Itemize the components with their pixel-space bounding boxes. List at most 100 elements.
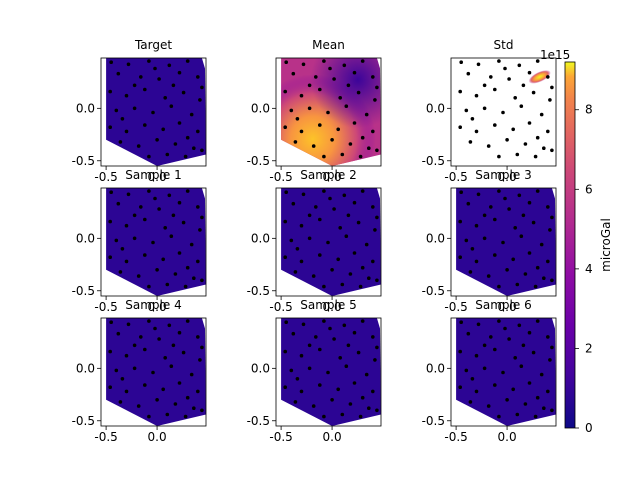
scatter-point: [519, 234, 524, 238]
panel-title: Sample 6: [475, 298, 531, 312]
scatter-point: [169, 234, 174, 238]
scatter-point: [132, 106, 137, 111]
scatter-point: [326, 110, 330, 115]
scatter-point: [167, 323, 172, 328]
scatter-point: [318, 123, 322, 127]
scatter-point: [322, 189, 326, 193]
scatter-point: [196, 205, 200, 209]
scatter-point: [171, 213, 176, 218]
scatter-point: [311, 144, 316, 148]
scatter-point: [173, 142, 178, 146]
scatter-point: [108, 385, 112, 390]
scatter-point: [120, 117, 125, 121]
axes-frame: [275, 317, 382, 427]
scatter-point: [143, 217, 147, 222]
scatter-point: [147, 154, 151, 159]
scatter-point: [346, 83, 351, 88]
scatter-point: [373, 228, 377, 232]
scatter-point: [330, 398, 334, 402]
scatter-point: [139, 75, 143, 79]
scatter-point: [373, 98, 377, 102]
scatter-point: [364, 112, 369, 117]
scatter-point: [291, 331, 296, 336]
scatter-point: [344, 104, 349, 108]
panel-title: Sample 1: [125, 168, 181, 182]
scatter-point: [153, 66, 157, 71]
scatter-point: [283, 125, 288, 129]
scatter-point: [163, 96, 167, 100]
scatter-point: [108, 255, 112, 259]
scatter-point: [108, 349, 112, 354]
panel-sample-6: -0.5 0.0 0.0 -0.5 Sample 6: [422, 298, 557, 444]
scatter-point: [466, 201, 471, 206]
scatter-point: [299, 389, 304, 394]
scatter-point: [539, 372, 544, 377]
scatter-point: [523, 402, 528, 406]
scatter-point: [367, 146, 371, 150]
y-tick-label: 0.0: [76, 361, 95, 375]
scatter-point: [295, 247, 300, 251]
scatter-point: [356, 90, 361, 95]
scatter-point: [143, 347, 147, 352]
scatter-point: [200, 215, 204, 220]
scatter-point: [284, 190, 289, 194]
y-tick-label: -0.5: [72, 154, 95, 168]
scatter-point: [531, 350, 536, 355]
scatter-point: [200, 148, 204, 153]
scatter-point: [165, 152, 170, 157]
scatter-point: [527, 121, 532, 125]
scatter-point: [136, 274, 141, 278]
scatter-point: [171, 83, 176, 88]
colorbar-ticks: 0 2 4 6 8: [575, 103, 593, 435]
scatter-point: [360, 395, 365, 400]
scatter-point: [352, 330, 357, 335]
scatter-point: [291, 201, 296, 206]
scatter-point: [132, 236, 137, 241]
scatter-point: [124, 223, 129, 228]
scatter-point: [515, 412, 520, 417]
scatter-point: [511, 127, 515, 132]
y-tick-label: 0.0: [251, 231, 270, 245]
axes-frame: [100, 187, 207, 297]
axes-frame: [100, 57, 207, 167]
scatter-point: [375, 215, 379, 220]
scatter-point: [348, 272, 353, 276]
y-tick-label: -0.5: [422, 284, 445, 298]
scatter-point: [546, 129, 550, 134]
x-tick-label: -0.5: [444, 430, 467, 444]
axes-frame: [275, 187, 382, 297]
scatter-point: [482, 106, 487, 111]
scatter-point: [328, 66, 332, 71]
scatter-point: [459, 190, 464, 194]
scatter-point: [151, 110, 155, 115]
x-tick-label: -0.5: [94, 430, 117, 444]
scatter-point: [459, 60, 464, 64]
scatter-point: [185, 189, 190, 193]
scatter-point: [114, 368, 119, 373]
scatter-point: [192, 146, 196, 150]
scatter-point: [533, 414, 538, 419]
scatter-point: [507, 207, 511, 211]
axes-frame: [100, 317, 207, 427]
scatter-point: [126, 62, 131, 67]
scatter-point: [165, 412, 170, 417]
scatter-point: [289, 108, 294, 113]
scatter-point: [118, 270, 123, 274]
y-tick-label: 0.0: [426, 361, 445, 375]
scatter-point: [371, 205, 375, 209]
scatter-point: [367, 276, 371, 281]
scatter-point: [163, 226, 167, 230]
scatter-point: [293, 270, 298, 274]
colorbar-tick-label: 2: [585, 341, 593, 355]
scatter-point: [358, 154, 363, 159]
scatter-point: [301, 192, 306, 197]
scatter-point: [493, 123, 497, 127]
colorbar-offset-text: 1e15: [540, 48, 570, 62]
scatter-point: [371, 389, 375, 394]
scatter-point: [371, 335, 375, 339]
scatter-point: [531, 220, 536, 225]
x-tick-label: 0.0: [323, 300, 342, 314]
scatter-point: [108, 125, 112, 129]
scatter-point: [344, 234, 349, 238]
scatter-point: [527, 200, 532, 205]
